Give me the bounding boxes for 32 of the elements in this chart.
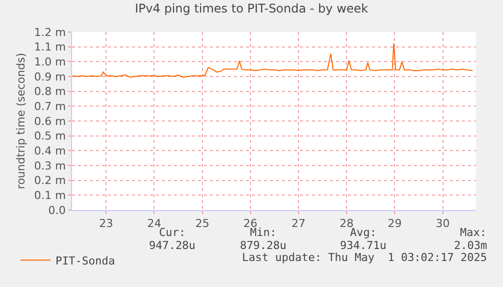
y-tick-label: 0.9 m: [34, 70, 66, 84]
y-tick-label: 0.2 m: [34, 174, 66, 188]
y-tick-label: 0.4 m: [34, 144, 66, 158]
x-tick-label: 24: [147, 217, 162, 230]
y-tick-label: 0.6 m: [34, 114, 66, 128]
y-tick-label: 0.3 m: [34, 159, 66, 172]
x-tick-label: 23: [99, 217, 114, 230]
text: 947.28u: [149, 239, 196, 252]
x-tick-label: 25: [195, 217, 210, 230]
text: 879.28u: [240, 239, 286, 252]
text: Avg:: [350, 226, 376, 239]
y-tick-label: 0.7 m: [34, 100, 66, 114]
y-tick-label: 1.1 m: [34, 40, 66, 54]
y-tick-label: 0.0: [48, 204, 66, 217]
x-tick-label: 29: [388, 217, 402, 230]
text: Cur:: [159, 226, 186, 239]
y-tick-label: 0.8 m: [34, 85, 66, 98]
y-tick-label: 1.0 m: [34, 56, 66, 69]
text: Min:: [250, 226, 276, 239]
text: Max:: [460, 226, 486, 239]
line-series: [72, 42, 474, 78]
y-tick-label: 0.1 m: [34, 189, 66, 202]
text: Last update: Thu May 1 03:02:17 2025: [242, 251, 488, 264]
legend-label: PIT-Sonda: [55, 254, 116, 268]
text: 2.03m: [454, 239, 488, 252]
x-tick-label: 30: [436, 217, 450, 230]
text: 934.71u: [340, 239, 386, 252]
y-axis-title: roundtrip time (seconds): [14, 52, 28, 190]
y-tick-label: 1.2 m: [34, 26, 66, 39]
x-tick-label: 27: [292, 217, 306, 230]
y-tick-label: 0.5 m: [34, 130, 66, 143]
chart-title: IPv4 ping times to PIT-Sonda - by week: [134, 2, 368, 16]
